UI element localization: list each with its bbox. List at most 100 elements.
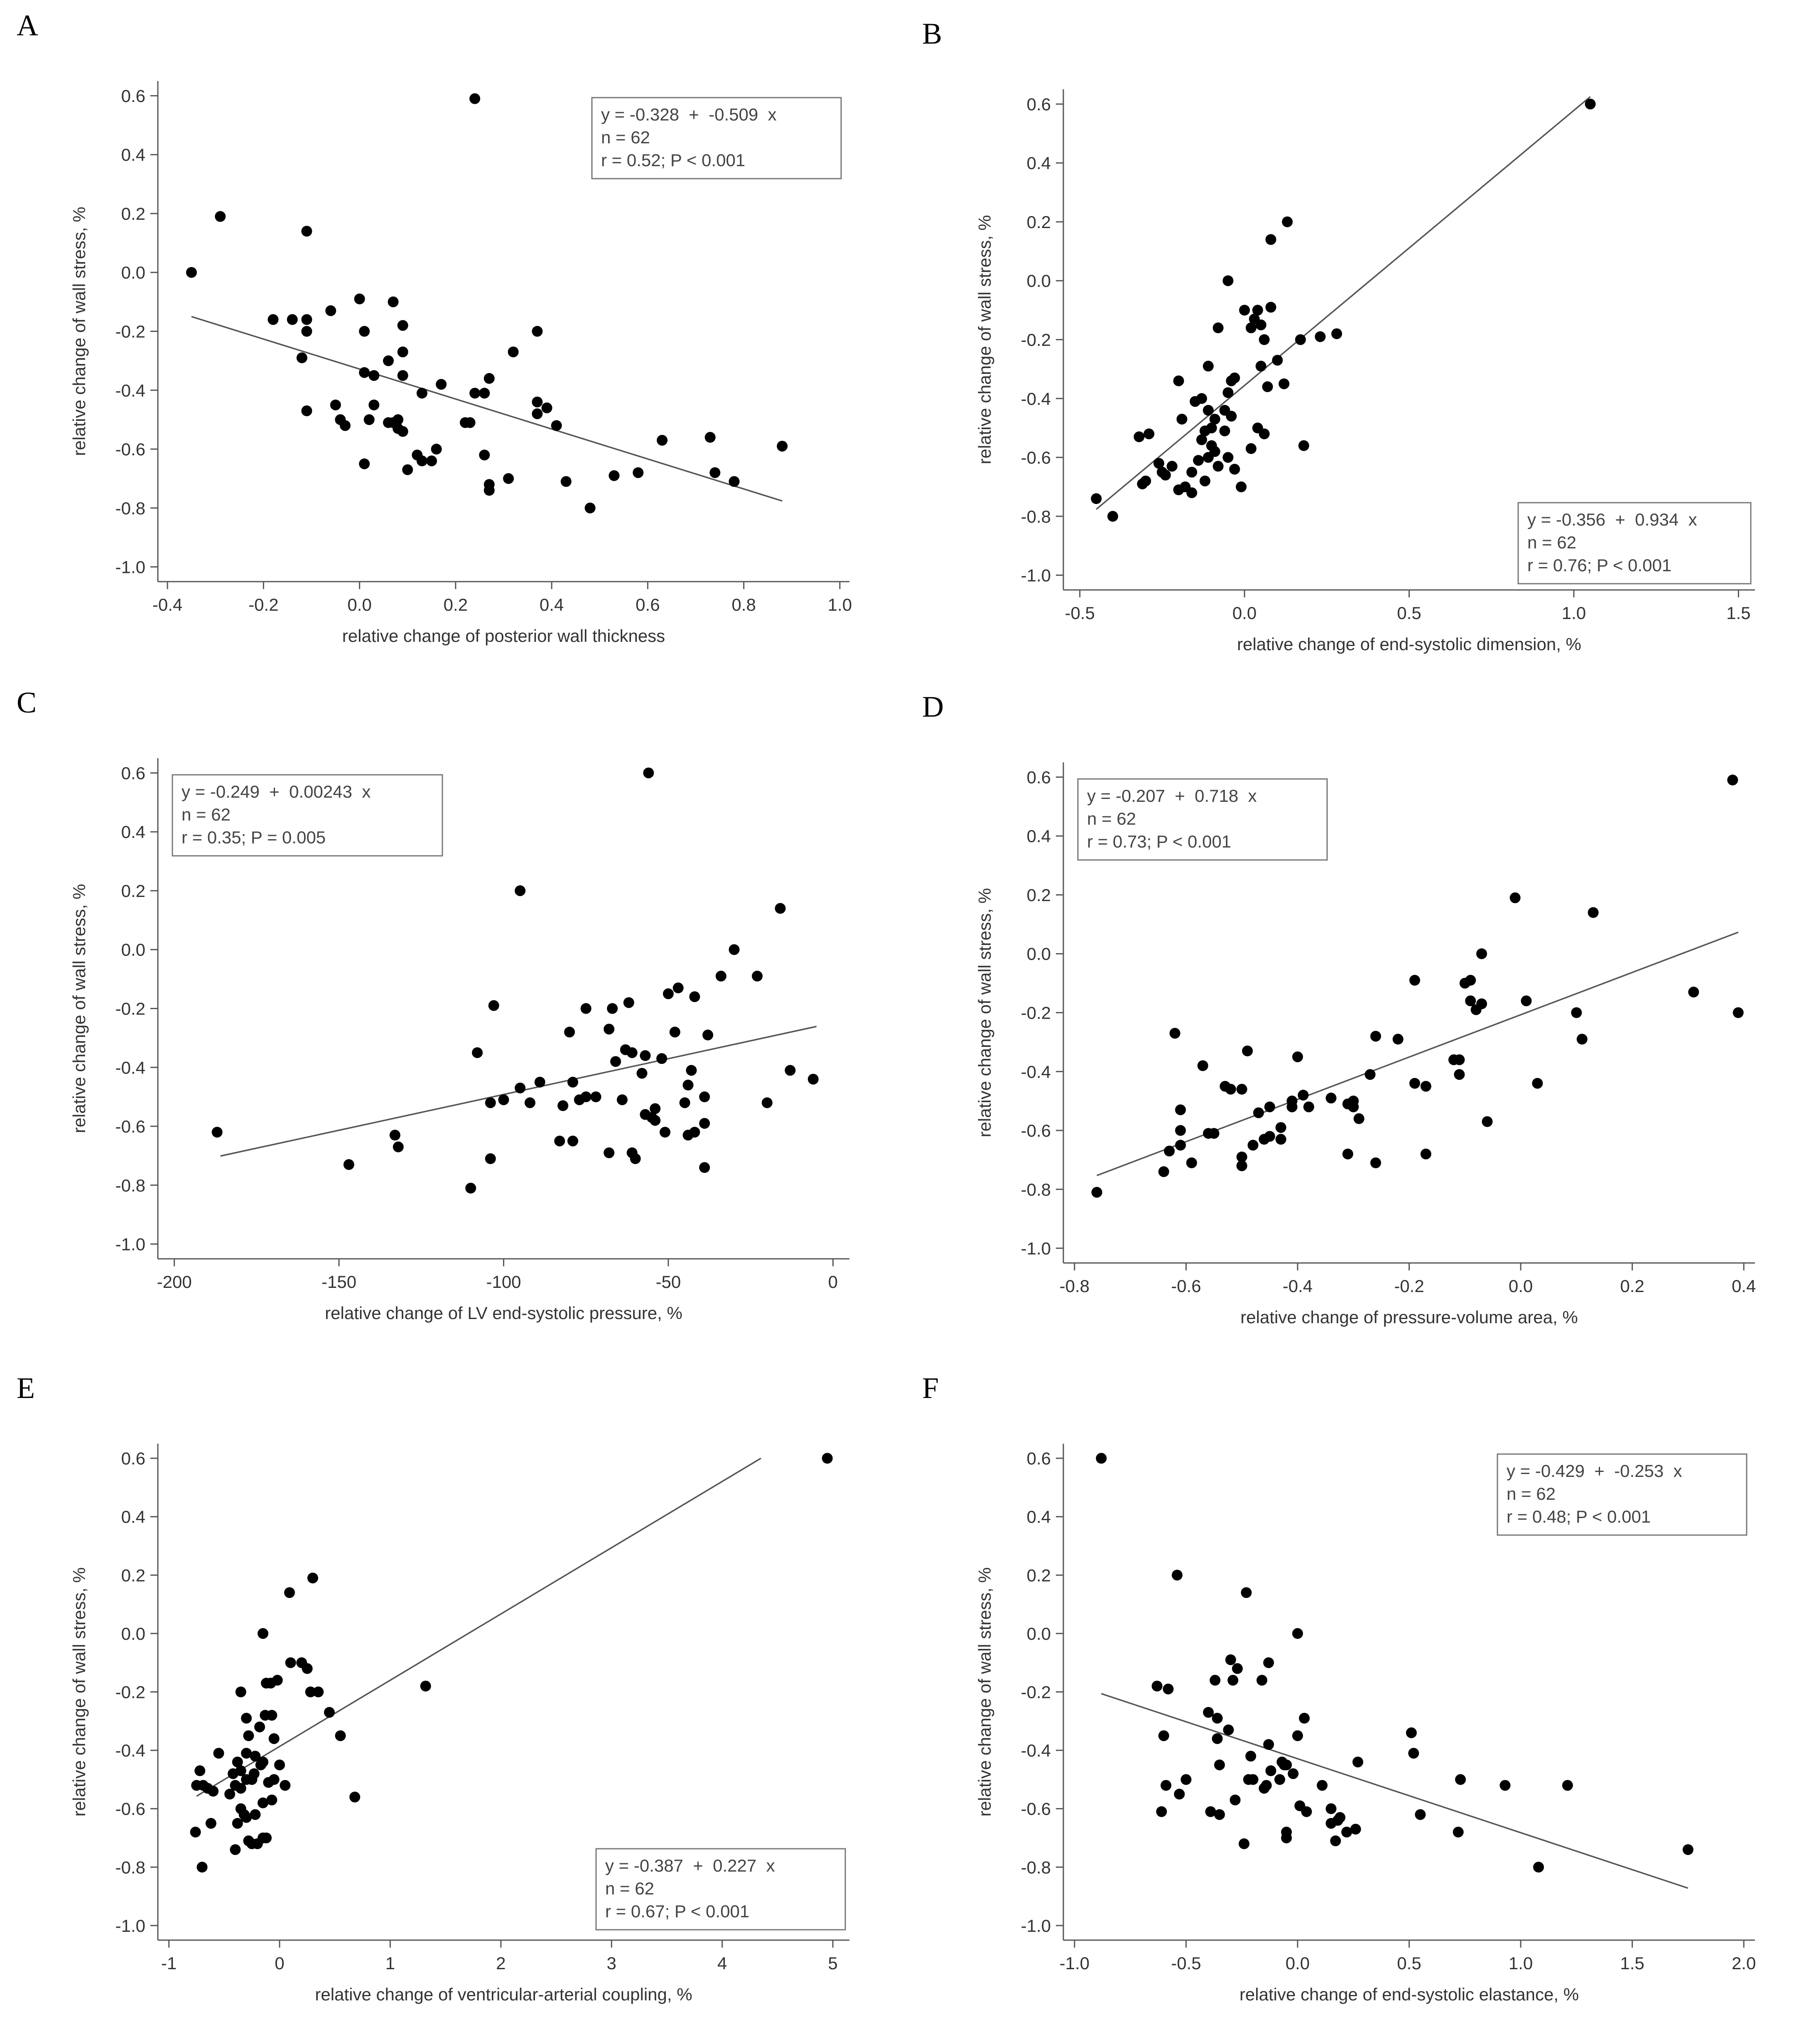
- y-tick-label: -0.4: [1021, 1062, 1051, 1081]
- data-point: [1175, 1125, 1186, 1136]
- data-point: [1203, 361, 1214, 372]
- x-axis-label: relative change of end-systolic dimensio…: [1237, 634, 1581, 654]
- data-point: [266, 1794, 277, 1806]
- data-point: [1212, 1733, 1223, 1744]
- x-tick-label: -0.8: [1060, 1276, 1090, 1296]
- regression-line: [1096, 931, 1739, 1177]
- data-point: [1264, 1101, 1275, 1113]
- data-point: [663, 988, 674, 1000]
- data-point: [1332, 1815, 1343, 1826]
- data-point: [551, 420, 562, 431]
- data-point: [1164, 1145, 1175, 1157]
- data-point: [1275, 1134, 1286, 1145]
- stats-line: r = 0.76; P < 0.001: [1527, 555, 1671, 575]
- data-point: [1408, 1748, 1419, 1759]
- data-point: [1161, 1780, 1172, 1791]
- y-tick-label: -1.0: [115, 1235, 145, 1254]
- x-tick-label: 0.8: [731, 595, 756, 614]
- data-point: [1212, 1712, 1223, 1724]
- panel-letter: D: [922, 690, 944, 723]
- data-point: [640, 1050, 651, 1061]
- data-point: [211, 1127, 223, 1138]
- data-point: [1156, 467, 1168, 478]
- data-point: [1196, 434, 1207, 445]
- data-point: [224, 1788, 236, 1800]
- data-point: [1353, 1113, 1365, 1124]
- x-tick-label: 0.6: [636, 595, 660, 614]
- x-tick-label: 2: [496, 1953, 506, 1973]
- data-point: [498, 1094, 509, 1106]
- data-point: [752, 970, 763, 982]
- data-point: [1688, 986, 1699, 997]
- data-point: [1330, 1835, 1341, 1846]
- y-tick-label: -0.4: [115, 381, 145, 400]
- data-point: [807, 1074, 819, 1085]
- data-point: [1281, 1759, 1292, 1771]
- data-point: [1255, 361, 1266, 372]
- x-tick-label: 1: [385, 1953, 395, 1973]
- regression-line: [191, 316, 783, 502]
- data-point: [1239, 1838, 1250, 1850]
- data-point: [388, 296, 399, 307]
- stats-line: y = -0.429 + -0.253 x: [1507, 1461, 1682, 1481]
- data-point: [235, 1783, 246, 1794]
- data-point: [274, 1759, 285, 1771]
- data-point: [307, 1572, 318, 1584]
- data-point: [1420, 1148, 1431, 1160]
- data-point: [416, 455, 427, 467]
- data-point: [620, 1044, 631, 1055]
- data-point: [469, 93, 481, 104]
- data-point: [1222, 452, 1234, 463]
- data-point: [1255, 319, 1266, 331]
- x-tick-label: 0.5: [1397, 1953, 1421, 1973]
- y-tick-label: 0.6: [121, 1449, 145, 1468]
- scatter-plot-c: 0.6 0.4 0.2 0.0 -0.2 -0.4 -0.6 -0.8 -1.0 -200 -150…: [69, 758, 849, 1323]
- data-point: [1259, 334, 1270, 345]
- x-tick-label: 5: [828, 1953, 837, 1973]
- x-axis-label: relative change of ventricular-arterial …: [315, 1985, 692, 2004]
- data-point: [623, 997, 634, 1008]
- data-point: [1186, 1157, 1197, 1168]
- data-point: [515, 885, 526, 896]
- data-point: [1241, 1587, 1252, 1598]
- data-point: [254, 1721, 265, 1732]
- data-point: [1199, 475, 1210, 486]
- data-point: [704, 432, 716, 443]
- data-point: [532, 396, 543, 408]
- data-point: [258, 1628, 269, 1639]
- data-point: [1454, 1054, 1465, 1065]
- data-point: [657, 435, 668, 446]
- data-point: [672, 982, 684, 993]
- data-point: [761, 1097, 773, 1108]
- data-point: [465, 1182, 476, 1194]
- data-point: [1212, 322, 1224, 334]
- panel-letter: B: [922, 17, 942, 50]
- y-tick-label: -0.6: [115, 1117, 145, 1136]
- data-point: [607, 1003, 618, 1014]
- regression-line: [1096, 96, 1591, 510]
- data-point: [1341, 1826, 1352, 1838]
- data-point: [1230, 1794, 1241, 1806]
- x-tick-label: -150: [321, 1272, 356, 1292]
- data-point: [241, 1812, 252, 1823]
- data-point: [1263, 1739, 1274, 1750]
- data-point: [590, 1091, 601, 1103]
- scatter-plot-b: 0.6 0.4 0.2 0.0 -0.2 -0.4 -0.6 -0.8 -1.0 -0.5 0.0 0…: [975, 89, 1755, 654]
- y-tick-label: -0.6: [115, 440, 145, 459]
- data-point: [268, 1733, 280, 1744]
- data-point: [268, 314, 279, 325]
- data-point: [1588, 907, 1599, 918]
- data-point: [1533, 1862, 1544, 1873]
- data-point: [1262, 381, 1273, 392]
- data-point: [1499, 1780, 1511, 1791]
- data-point: [1257, 1675, 1268, 1686]
- data-point: [186, 267, 197, 278]
- data-point: [280, 1780, 291, 1791]
- data-point: [1342, 1148, 1353, 1160]
- data-point: [213, 1748, 224, 1759]
- data-point: [1259, 1783, 1270, 1794]
- data-point: [1350, 1823, 1361, 1835]
- data-point: [402, 464, 413, 475]
- data-point: [1229, 372, 1240, 383]
- data-point: [1203, 405, 1214, 416]
